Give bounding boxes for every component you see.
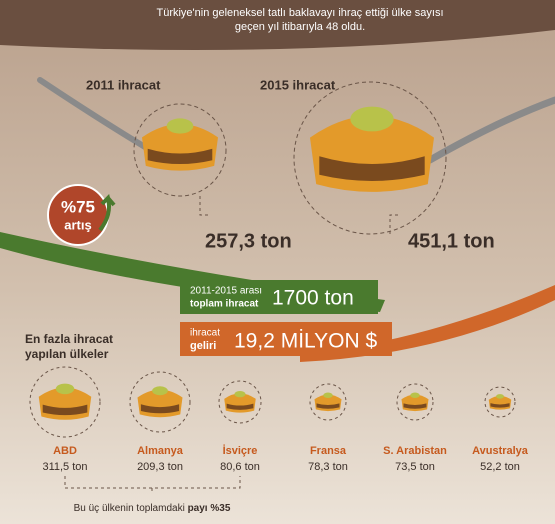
baklava-layer bbox=[316, 403, 340, 409]
amount: 257,3 ton bbox=[205, 230, 292, 252]
baklava-layer bbox=[490, 403, 510, 408]
countries-title: yapılan ülkeler bbox=[25, 347, 109, 361]
year-label: 2011 ihracat bbox=[86, 77, 161, 92]
revenue-line: geliri bbox=[190, 340, 216, 352]
dashed-circle bbox=[133, 103, 227, 197]
dashed-circle bbox=[29, 366, 101, 438]
growth-arrow bbox=[98, 194, 116, 232]
baklava-layer bbox=[319, 156, 425, 181]
dashed-circle bbox=[293, 81, 447, 235]
pistachio bbox=[166, 118, 194, 134]
dashed-circle bbox=[129, 371, 191, 433]
growth-label: artış bbox=[64, 217, 91, 232]
baklava-layer bbox=[226, 403, 254, 410]
connector bbox=[199, 196, 400, 234]
country-name: İsviçre bbox=[223, 444, 258, 457]
pistachio bbox=[496, 394, 504, 399]
revenue-banner bbox=[180, 322, 392, 356]
note: Bu üç ülkenin toplamdaki payı %35 bbox=[74, 503, 231, 514]
country-amount: 311,5 ton bbox=[42, 461, 87, 473]
total-line: 2011-2015 arası bbox=[190, 286, 262, 297]
baklava-layer bbox=[147, 148, 213, 164]
bracket bbox=[64, 476, 241, 494]
total-value: 1700 ton bbox=[272, 287, 354, 310]
country-name: S. Arabistan bbox=[383, 445, 447, 457]
total-line: toplam ihracat bbox=[190, 299, 259, 310]
country-amount: 73,5 ton bbox=[395, 461, 435, 473]
pistachio bbox=[234, 390, 246, 398]
country-amount: 52,2 ton bbox=[480, 461, 520, 473]
growth-percent: %75 bbox=[61, 197, 95, 216]
year-label: 2015 ihracat bbox=[260, 77, 336, 92]
baklava-layer bbox=[42, 404, 88, 416]
pistachio bbox=[323, 392, 333, 398]
dashed-circle bbox=[484, 386, 516, 418]
note-bold: payı %35 bbox=[188, 503, 231, 514]
dashed-circle bbox=[218, 380, 262, 424]
pistachio bbox=[410, 392, 420, 398]
baklava-layer bbox=[140, 404, 180, 414]
country-amount: 209,3 ton bbox=[137, 461, 183, 473]
amount: 451,1 ton bbox=[408, 230, 495, 252]
country-name: ABD bbox=[53, 445, 77, 457]
countries-title: En fazla ihracat bbox=[25, 332, 113, 346]
country-amount: 80,6 ton bbox=[220, 461, 260, 473]
country-name: Almanya bbox=[137, 445, 184, 457]
country-name: Avustralya bbox=[472, 445, 529, 457]
header-text: Türkiye'nin geleneksel tatlı baklavayı i… bbox=[156, 7, 443, 19]
country-name: Fransa bbox=[310, 445, 347, 457]
total-banner bbox=[180, 280, 378, 314]
dashed-circle bbox=[396, 383, 434, 421]
country-amount: 78,3 ton bbox=[308, 461, 348, 473]
fork bbox=[37, 77, 153, 153]
dashed-circle bbox=[309, 383, 347, 421]
pistachio bbox=[55, 383, 75, 395]
note-text: Bu üç ülkenin toplamdaki bbox=[74, 503, 185, 514]
revenue-value: 19,2 MİLYON $ bbox=[234, 330, 377, 353]
top-band bbox=[0, 0, 555, 50]
pistachio bbox=[152, 386, 168, 396]
baklava-layer bbox=[403, 403, 427, 409]
revenue-line: ihracat bbox=[190, 328, 220, 339]
header-text: geçen yıl itibarıyla 48 oldu. bbox=[235, 21, 365, 33]
pistachio bbox=[350, 106, 394, 132]
